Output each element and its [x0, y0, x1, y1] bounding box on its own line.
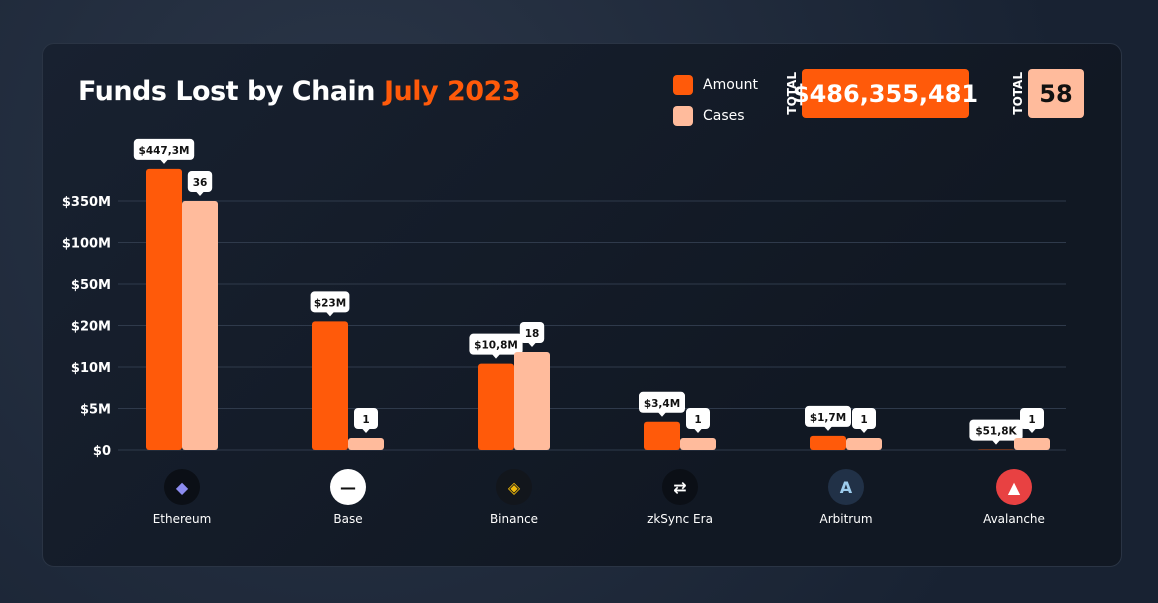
legend-label: Amount [703, 76, 759, 93]
data-label-amount-bg [639, 391, 685, 413]
legend-swatch-cases [673, 105, 693, 126]
data-label-cases-bg [354, 408, 378, 429]
y-tick-label: $50M [71, 278, 111, 293]
legend-label: Cases [703, 107, 745, 124]
y-tick-label: $5M [80, 403, 111, 418]
avalanche-icon: ▲ [996, 469, 1032, 505]
data-label-amount: $23M [314, 297, 346, 309]
data-label-cases-bg [519, 322, 545, 343]
data-label-amount-pointer [326, 311, 334, 317]
data-label-amount-bg [469, 333, 523, 355]
data-label-cases-pointer [196, 191, 204, 196]
bar-cases-Avalanche [1014, 438, 1050, 450]
data-label-cases-pointer [694, 428, 702, 433]
x-tick-label: Arbitrum [819, 512, 873, 526]
data-label-cases-bg [852, 408, 876, 429]
data-label-amount-bg [805, 405, 851, 427]
title-main: Funds Lost by Chain [78, 76, 376, 107]
bar-amount-Binance [478, 363, 514, 450]
ethereum-icon: ◆ [164, 469, 200, 505]
data-label-amount-pointer [992, 440, 1000, 445]
bar-amount-zkSync Era [644, 421, 680, 450]
data-label-cases-bg [686, 408, 710, 429]
data-label-amount: $3,4M [644, 398, 680, 410]
data-label-amount: $10,8M [474, 340, 518, 352]
legend-cases: Cases [673, 100, 758, 131]
data-label-amount-pointer [492, 354, 500, 359]
bar-cases-Binance [514, 352, 550, 450]
bar-cases-Base [348, 438, 384, 450]
y-tick-label: $100M [62, 237, 111, 252]
y-tick-label: $350M [62, 195, 111, 210]
zksync-icon: ⇄ [662, 469, 698, 505]
chart-title: Funds Lost by Chain July 2023 [78, 76, 521, 107]
data-label-amount: $51,8K [975, 426, 1017, 438]
bar-amount-Ethereum [146, 168, 182, 451]
legend-amount: Amount [673, 69, 758, 100]
x-tick-label: Binance [489, 512, 539, 526]
total-cases: TOTAL 58 [1011, 69, 1084, 118]
base-icon: — [330, 469, 366, 505]
data-label-amount-bg [133, 138, 195, 160]
data-label-cases-pointer [528, 342, 536, 347]
bar-cases-Ethereum [182, 201, 218, 450]
data-label-amount-bg [969, 419, 1023, 441]
bar-cases-zkSync Era [680, 438, 716, 450]
chart-card [42, 43, 1122, 567]
data-label-cases-pointer [362, 428, 370, 433]
x-tick-label: Ethereum [152, 512, 212, 526]
y-tick-label: $0 [93, 444, 111, 459]
total-cases-value: 58 [1028, 69, 1084, 118]
bar-cases-Arbitrum [846, 438, 882, 450]
data-label-cases-bg [1020, 408, 1044, 429]
x-tick-label: zkSync Era [647, 512, 713, 526]
arbitrum-icon: A [828, 469, 864, 505]
binance-icon: ◈ [496, 469, 532, 505]
data-label-cases-pointer [860, 428, 868, 433]
data-label-amount-pointer [824, 426, 832, 431]
data-label-cases: 36 [193, 177, 208, 189]
total-amount-value: $486,355,481 [793, 69, 978, 118]
data-label-cases-bg [187, 171, 213, 192]
data-label-amount: $1,7M [810, 412, 846, 424]
data-label-amount-bg [310, 291, 350, 313]
y-tick-label: $20M [71, 320, 111, 335]
data-label-amount: $447,3M [139, 145, 190, 157]
legend-swatch-amount [673, 74, 693, 95]
x-tick-label: Base [333, 512, 363, 526]
title-accent: July 2023 [383, 76, 521, 107]
y-tick-label: $10M [71, 361, 111, 376]
data-label-amount-pointer [160, 159, 168, 164]
data-label-cases: 1 [694, 414, 701, 426]
x-tick-label: Avalanche [983, 512, 1045, 526]
data-label-cases: 1 [362, 414, 369, 426]
bar-amount-Arbitrum [810, 435, 846, 450]
legend: Amount Cases [673, 69, 758, 131]
data-label-cases: 1 [1028, 414, 1035, 426]
data-label-cases: 18 [525, 328, 540, 340]
total-amount: TOTAL $486,355,481 [785, 69, 978, 118]
bar-amount-Base [312, 321, 348, 450]
data-label-cases-pointer [1028, 428, 1036, 433]
data-label-cases: 1 [860, 414, 867, 426]
data-label-amount-pointer [658, 412, 666, 417]
